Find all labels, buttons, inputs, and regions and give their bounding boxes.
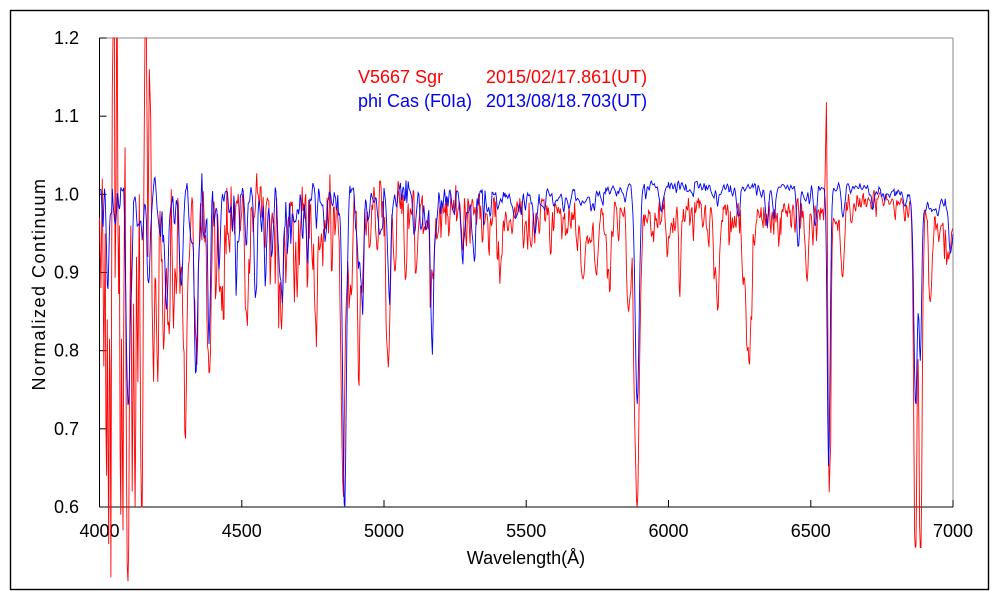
svg-text:0.6: 0.6 (54, 497, 79, 517)
svg-text:5500: 5500 (506, 521, 546, 541)
svg-text:2013/08/18.703(UT): 2013/08/18.703(UT) (486, 91, 647, 111)
svg-text:6500: 6500 (791, 521, 831, 541)
svg-text:6000: 6000 (648, 521, 688, 541)
svg-text:7000: 7000 (933, 521, 973, 541)
svg-text:Normalized Continuum: Normalized Continuum (29, 177, 49, 390)
svg-text:4000: 4000 (79, 521, 119, 541)
svg-text:1.1: 1.1 (54, 106, 79, 126)
svg-text:V5667 Sgr: V5667 Sgr (358, 67, 443, 87)
svg-text:1.0: 1.0 (54, 184, 79, 204)
svg-text:Wavelength(Å): Wavelength(Å) (467, 548, 585, 568)
svg-text:1.2: 1.2 (54, 28, 79, 48)
svg-text:0.9: 0.9 (54, 263, 79, 283)
svg-text:4500: 4500 (222, 521, 262, 541)
svg-text:phi Cas (F0Ia): phi Cas (F0Ia) (358, 91, 472, 111)
svg-text:0.7: 0.7 (54, 419, 79, 439)
svg-text:0.8: 0.8 (54, 341, 79, 361)
svg-text:2015/02/17.861(UT): 2015/02/17.861(UT) (486, 67, 647, 87)
svg-text:5000: 5000 (364, 521, 404, 541)
